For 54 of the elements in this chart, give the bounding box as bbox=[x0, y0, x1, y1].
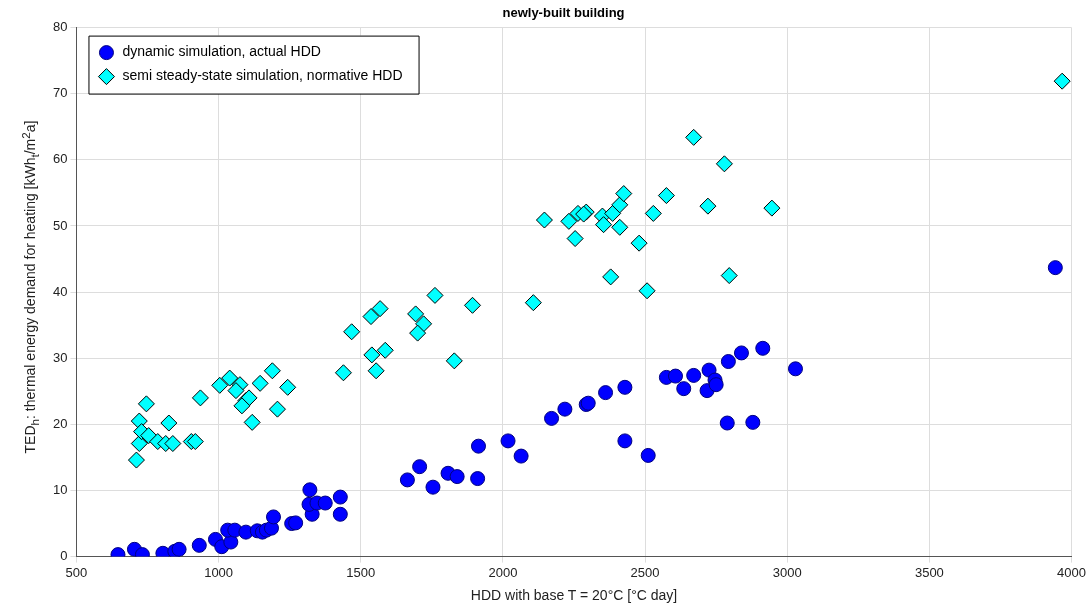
y-tick-label: 40 bbox=[52, 283, 68, 299]
x-tick-label: 500 bbox=[65, 564, 88, 580]
point bbox=[755, 340, 771, 356]
point bbox=[332, 489, 348, 505]
y-tick-label: 30 bbox=[52, 349, 68, 365]
y-tick-label: 80 bbox=[52, 19, 68, 35]
point bbox=[708, 377, 724, 393]
point bbox=[332, 506, 348, 522]
legend-label: semi steady-state simulation, normative HDD bbox=[122, 67, 403, 84]
point bbox=[449, 469, 465, 485]
point bbox=[1047, 260, 1063, 276]
point bbox=[317, 495, 333, 511]
point bbox=[500, 433, 516, 449]
point bbox=[425, 479, 441, 495]
point bbox=[191, 537, 207, 553]
point bbox=[617, 433, 633, 449]
point bbox=[640, 447, 656, 463]
point bbox=[470, 471, 486, 487]
x-tick-label: 2000 bbox=[488, 564, 518, 580]
point bbox=[598, 385, 614, 401]
y-tick-label: 50 bbox=[52, 217, 68, 233]
point bbox=[171, 541, 187, 557]
x-tick-label: 4000 bbox=[1057, 564, 1086, 580]
x-tick-label: 3000 bbox=[772, 564, 802, 580]
point bbox=[733, 345, 749, 361]
y-tick-label: 0 bbox=[60, 548, 68, 564]
point bbox=[686, 367, 702, 383]
point bbox=[720, 354, 736, 370]
y-tick-label: 60 bbox=[52, 151, 68, 167]
point bbox=[412, 459, 428, 475]
y-tick-label: 20 bbox=[52, 415, 68, 431]
point bbox=[557, 401, 573, 417]
x-tick-label: 1500 bbox=[346, 564, 376, 580]
point bbox=[617, 379, 633, 395]
x-axis-title: HDD with base T = 20°C [°C day] bbox=[470, 587, 678, 604]
x-tick-label: 1000 bbox=[204, 564, 234, 580]
x-tick-label: 2500 bbox=[630, 564, 660, 580]
chart-title: newly-built building bbox=[502, 5, 625, 21]
point bbox=[668, 368, 683, 384]
point bbox=[399, 472, 415, 488]
point bbox=[544, 410, 560, 426]
point bbox=[470, 438, 486, 454]
legend-label: dynamic simulation, actual HDD bbox=[122, 43, 321, 60]
y-tick-label: 10 bbox=[52, 482, 68, 498]
point bbox=[265, 509, 281, 525]
point bbox=[787, 361, 803, 377]
point bbox=[676, 381, 692, 397]
point bbox=[513, 448, 529, 464]
point bbox=[719, 415, 735, 431]
point bbox=[288, 515, 304, 531]
x-tick-label: 3500 bbox=[914, 564, 944, 580]
point bbox=[302, 482, 318, 498]
y-tick-label: 70 bbox=[52, 85, 68, 101]
point bbox=[745, 414, 761, 430]
